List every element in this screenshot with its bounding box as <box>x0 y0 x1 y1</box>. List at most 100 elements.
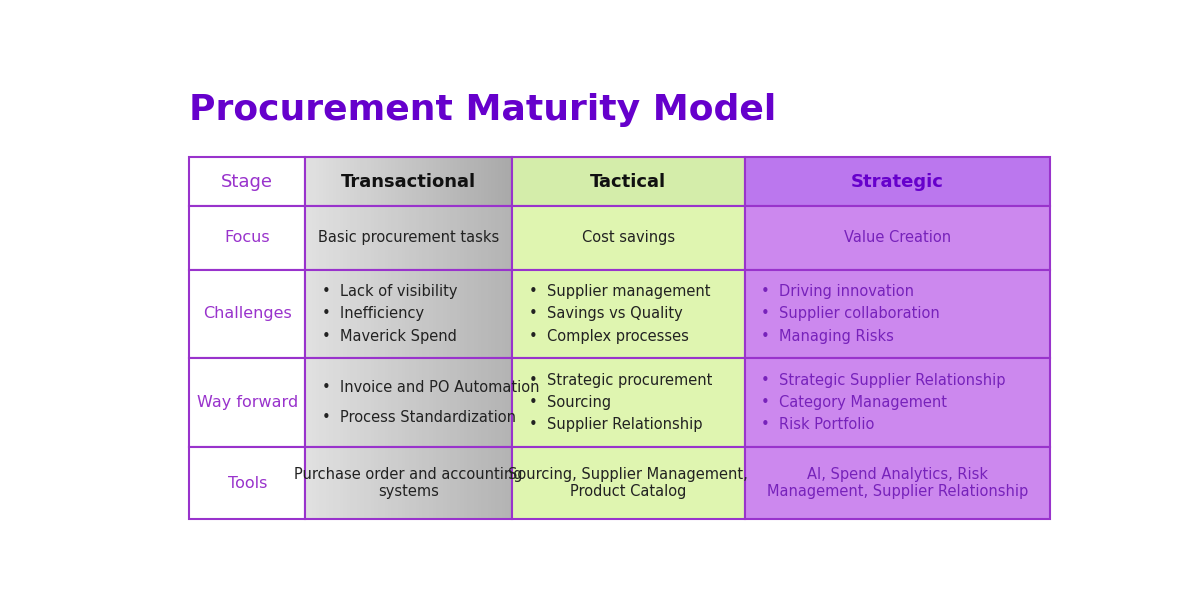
FancyBboxPatch shape <box>463 206 468 269</box>
Text: Basic procurement tasks: Basic procurement tasks <box>318 230 499 245</box>
FancyBboxPatch shape <box>384 206 389 269</box>
FancyBboxPatch shape <box>419 269 424 358</box>
FancyBboxPatch shape <box>498 269 503 358</box>
FancyBboxPatch shape <box>332 358 337 447</box>
FancyBboxPatch shape <box>422 447 427 519</box>
FancyBboxPatch shape <box>319 358 324 447</box>
FancyBboxPatch shape <box>371 206 376 269</box>
FancyBboxPatch shape <box>454 269 458 358</box>
FancyBboxPatch shape <box>450 206 455 269</box>
FancyBboxPatch shape <box>502 358 506 447</box>
FancyBboxPatch shape <box>481 358 485 447</box>
Text: Cost savings: Cost savings <box>582 230 674 245</box>
FancyBboxPatch shape <box>409 157 413 206</box>
FancyBboxPatch shape <box>744 157 1050 206</box>
FancyBboxPatch shape <box>443 358 448 447</box>
FancyBboxPatch shape <box>512 206 744 269</box>
Text: Way forward: Way forward <box>197 395 298 410</box>
FancyBboxPatch shape <box>467 206 472 269</box>
FancyBboxPatch shape <box>470 447 475 519</box>
FancyBboxPatch shape <box>512 269 744 358</box>
FancyBboxPatch shape <box>367 157 372 206</box>
FancyBboxPatch shape <box>461 157 464 206</box>
Text: •  Lack of visibility: • Lack of visibility <box>322 284 457 299</box>
FancyBboxPatch shape <box>412 269 416 358</box>
Text: •  Maverick Spend: • Maverick Spend <box>322 329 457 344</box>
FancyBboxPatch shape <box>391 358 396 447</box>
FancyBboxPatch shape <box>437 358 440 447</box>
FancyBboxPatch shape <box>371 447 376 519</box>
FancyBboxPatch shape <box>330 269 334 358</box>
FancyBboxPatch shape <box>378 206 382 269</box>
FancyBboxPatch shape <box>419 447 424 519</box>
FancyBboxPatch shape <box>474 206 479 269</box>
FancyBboxPatch shape <box>332 269 337 358</box>
FancyBboxPatch shape <box>398 447 403 519</box>
FancyBboxPatch shape <box>457 447 461 519</box>
FancyBboxPatch shape <box>439 269 444 358</box>
FancyBboxPatch shape <box>364 157 368 206</box>
FancyBboxPatch shape <box>323 157 326 206</box>
FancyBboxPatch shape <box>426 358 431 447</box>
FancyBboxPatch shape <box>319 157 324 206</box>
FancyBboxPatch shape <box>415 447 420 519</box>
FancyBboxPatch shape <box>190 157 305 206</box>
FancyBboxPatch shape <box>343 269 348 358</box>
FancyBboxPatch shape <box>382 206 385 269</box>
FancyBboxPatch shape <box>347 206 352 269</box>
FancyBboxPatch shape <box>430 269 433 358</box>
FancyBboxPatch shape <box>326 206 330 269</box>
FancyBboxPatch shape <box>450 157 455 206</box>
FancyBboxPatch shape <box>378 447 382 519</box>
FancyBboxPatch shape <box>485 358 488 447</box>
FancyBboxPatch shape <box>509 269 512 358</box>
FancyBboxPatch shape <box>391 206 396 269</box>
FancyBboxPatch shape <box>491 206 496 269</box>
FancyBboxPatch shape <box>336 269 341 358</box>
Text: •  Inefficiency: • Inefficiency <box>322 307 424 322</box>
FancyBboxPatch shape <box>488 206 492 269</box>
FancyBboxPatch shape <box>409 447 413 519</box>
FancyBboxPatch shape <box>450 447 455 519</box>
FancyBboxPatch shape <box>433 447 437 519</box>
FancyBboxPatch shape <box>364 269 368 358</box>
FancyBboxPatch shape <box>316 358 320 447</box>
FancyBboxPatch shape <box>419 206 424 269</box>
FancyBboxPatch shape <box>437 269 440 358</box>
FancyBboxPatch shape <box>312 269 317 358</box>
FancyBboxPatch shape <box>467 358 472 447</box>
FancyBboxPatch shape <box>388 269 392 358</box>
FancyBboxPatch shape <box>395 269 400 358</box>
FancyBboxPatch shape <box>330 206 334 269</box>
FancyBboxPatch shape <box>512 447 744 519</box>
FancyBboxPatch shape <box>347 447 352 519</box>
FancyBboxPatch shape <box>384 269 389 358</box>
FancyBboxPatch shape <box>426 157 431 206</box>
FancyBboxPatch shape <box>450 358 455 447</box>
FancyBboxPatch shape <box>374 206 378 269</box>
FancyBboxPatch shape <box>491 447 496 519</box>
FancyBboxPatch shape <box>461 269 464 358</box>
FancyBboxPatch shape <box>461 447 464 519</box>
FancyBboxPatch shape <box>388 447 392 519</box>
FancyBboxPatch shape <box>316 447 320 519</box>
FancyBboxPatch shape <box>474 157 479 206</box>
FancyBboxPatch shape <box>485 447 488 519</box>
FancyBboxPatch shape <box>378 157 382 206</box>
FancyBboxPatch shape <box>502 206 506 269</box>
FancyBboxPatch shape <box>316 269 320 358</box>
FancyBboxPatch shape <box>474 447 479 519</box>
FancyBboxPatch shape <box>367 358 372 447</box>
FancyBboxPatch shape <box>367 206 372 269</box>
FancyBboxPatch shape <box>340 157 344 206</box>
FancyBboxPatch shape <box>430 447 433 519</box>
FancyBboxPatch shape <box>481 447 485 519</box>
FancyBboxPatch shape <box>326 358 330 447</box>
FancyBboxPatch shape <box>439 157 444 206</box>
FancyBboxPatch shape <box>382 269 385 358</box>
FancyBboxPatch shape <box>330 358 334 447</box>
FancyBboxPatch shape <box>305 157 310 206</box>
Text: Procurement Maturity Model: Procurement Maturity Model <box>190 93 776 127</box>
FancyBboxPatch shape <box>312 447 317 519</box>
FancyBboxPatch shape <box>340 206 344 269</box>
